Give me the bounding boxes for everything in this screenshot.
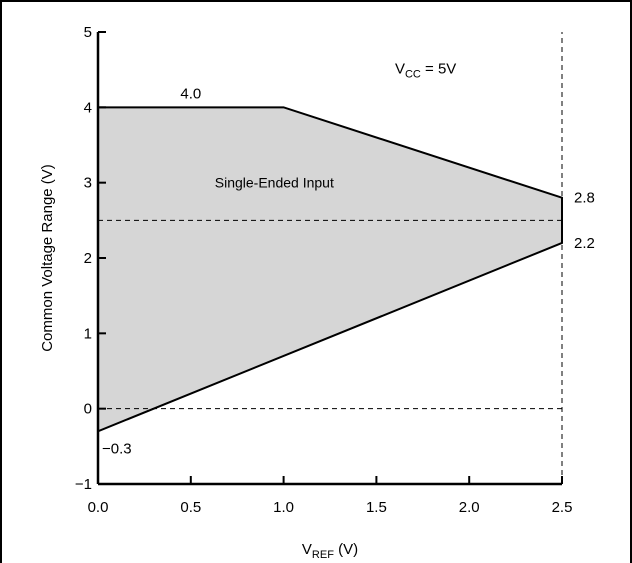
condition-main: V	[395, 60, 405, 77]
condition-sub: CC	[405, 68, 421, 80]
x-tick-label-1: 0.5	[180, 499, 201, 516]
x-tick-label-3: 1.5	[366, 499, 387, 516]
y-tick-label-4: 3	[84, 175, 92, 192]
x-axis-label-main: V	[302, 541, 312, 558]
y-tick-label-0: −1	[75, 476, 92, 493]
value-label-3: −0.3	[102, 440, 132, 457]
y-tick-label-5: 4	[84, 99, 92, 116]
value-label-0: 4.0	[180, 85, 201, 102]
value-label-2: 2.2	[574, 235, 595, 252]
y-tick-label-3: 2	[84, 250, 92, 267]
x-tick-label-2: 1.0	[273, 499, 294, 516]
condition-label: VCC = 5V	[395, 60, 456, 80]
y-tick-label-2: 1	[84, 325, 92, 342]
reference-lines	[98, 32, 563, 484]
y-tick-label-1: 0	[84, 401, 92, 418]
y-axis-label: Common Voltage Range (V)	[39, 164, 56, 352]
y-tick-label-6: 5	[84, 24, 92, 41]
single-ended-region	[97, 106, 563, 433]
x-ticks: 0.0 0.5 1.0 1.5 2.0 2.5	[88, 476, 573, 516]
x-tick-label-0: 0.0	[88, 499, 109, 516]
x-tick-label-5: 2.5	[552, 499, 573, 516]
x-axis-label-suffix: (V)	[334, 541, 358, 558]
region-label: Single-Ended Input	[215, 175, 334, 191]
condition-suffix: = 5V	[421, 60, 456, 77]
value-labels: 4.0 2.8 2.2 −0.3	[102, 85, 595, 457]
y-ticks: −1 0 1 2 3 4 5	[75, 24, 106, 493]
value-label-1: 2.8	[574, 190, 595, 207]
x-tick-label-4: 2.0	[459, 499, 480, 516]
x-axis-label-sub: REF	[312, 549, 334, 561]
x-axis-label: VREF (V)	[302, 541, 358, 561]
